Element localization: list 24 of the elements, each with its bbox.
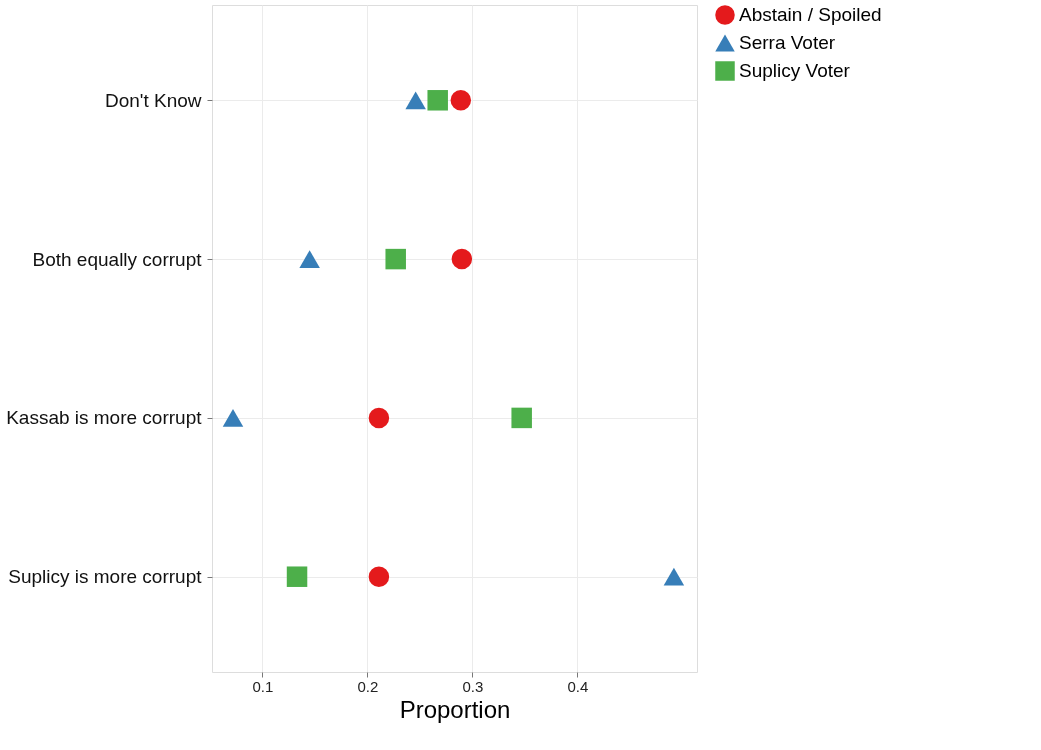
x-tick-label: 0.4 bbox=[567, 677, 589, 695]
point bbox=[511, 407, 532, 429]
point bbox=[450, 90, 472, 111]
x-tick-label: 0.1 bbox=[252, 677, 274, 695]
y-tick-label: Don't Know bbox=[104, 89, 202, 111]
x-tick-label: 0.2 bbox=[357, 677, 379, 695]
y-tick-label: Both equally corrupt bbox=[32, 248, 203, 270]
y-tick-label: Kassab is more corrupt bbox=[6, 407, 203, 429]
point bbox=[368, 407, 390, 429]
point bbox=[427, 90, 448, 111]
x-tick-label: 0.3 bbox=[462, 677, 484, 695]
legend-label: Suplicy Voter bbox=[739, 60, 851, 81]
legend-label: Abstain / Spoiled bbox=[739, 4, 882, 25]
point bbox=[222, 409, 244, 427]
point bbox=[663, 567, 685, 586]
point bbox=[385, 248, 406, 270]
x-axis-title: Proportion bbox=[399, 695, 511, 723]
point bbox=[405, 91, 426, 110]
point bbox=[286, 566, 308, 587]
point bbox=[451, 248, 473, 270]
point bbox=[368, 566, 390, 587]
point bbox=[299, 250, 320, 268]
legend-label: Serra Voter bbox=[739, 32, 836, 53]
y-tick-label: Suplicy is more corrupt bbox=[8, 566, 203, 588]
